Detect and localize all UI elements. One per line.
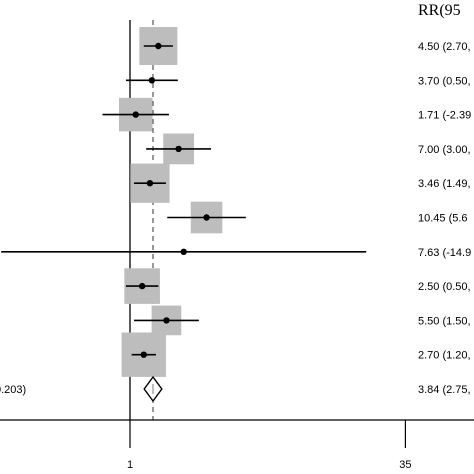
point-estimate bbox=[180, 248, 187, 255]
study-row: 5.50 (1.50, bbox=[134, 305, 471, 336]
point-estimate bbox=[163, 317, 170, 324]
point-estimate bbox=[155, 42, 162, 50]
study-row: 10.45 (5.6 bbox=[167, 201, 468, 234]
overall-row: 3.84 (2.75, 0.203) bbox=[0, 375, 471, 403]
study-estimate-label: 1.71 (-2.39 bbox=[418, 110, 471, 122]
study-estimate-label: 3.46 (1.49, bbox=[418, 178, 471, 190]
point-estimate bbox=[132, 111, 139, 118]
study-estimate-label: 2.70 (1.20, bbox=[418, 350, 471, 362]
x-axis: 25135 bbox=[0, 419, 474, 471]
point-estimate bbox=[138, 282, 146, 290]
study-estimate-label: 2.50 (0.50, bbox=[418, 281, 471, 293]
heterogeneity-label: 0.203) bbox=[0, 384, 26, 396]
study-row: 7.63 (-14.9 bbox=[1, 247, 471, 259]
overall-estimate-label: 3.84 (2.75, bbox=[418, 384, 471, 396]
study-estimate-label: 10.45 (5.6 bbox=[418, 213, 468, 225]
study-estimate-label: 7.63 (-14.9 bbox=[418, 247, 471, 259]
column-header: RR(95 bbox=[418, 2, 461, 19]
study-row: 2.50 (0.50, bbox=[124, 268, 471, 304]
x-tick-label: 35 bbox=[399, 459, 411, 471]
study-row: 1.71 (-2.39 bbox=[102, 97, 471, 132]
study-estimate-label: 7.00 (3.00, bbox=[418, 144, 471, 156]
point-estimate bbox=[175, 145, 182, 153]
study-estimate-label: 5.50 (1.50, bbox=[418, 315, 471, 327]
study-rows: 4.50 (2.70, 3.70 (0.50, 1.71 (-2.39 7.00 (3… bbox=[1, 27, 471, 377]
study-row: 7.00 (3.00, bbox=[146, 133, 471, 165]
study-estimate-label: 4.50 (2.70, bbox=[418, 41, 471, 53]
study-row: 4.50 (2.70, bbox=[139, 27, 471, 65]
study-row: 3.46 (1.49, bbox=[130, 163, 471, 203]
x-tick-label: 1 bbox=[127, 459, 133, 471]
study-row: 2.70 (1.20, bbox=[121, 332, 471, 377]
study-row: 3.70 (0.50, bbox=[125, 75, 471, 87]
point-estimate bbox=[146, 180, 154, 187]
point-estimate bbox=[148, 77, 156, 84]
study-estimate-label: 3.70 (0.50, bbox=[418, 75, 471, 87]
point-estimate bbox=[140, 351, 147, 358]
point-estimate bbox=[203, 214, 210, 221]
